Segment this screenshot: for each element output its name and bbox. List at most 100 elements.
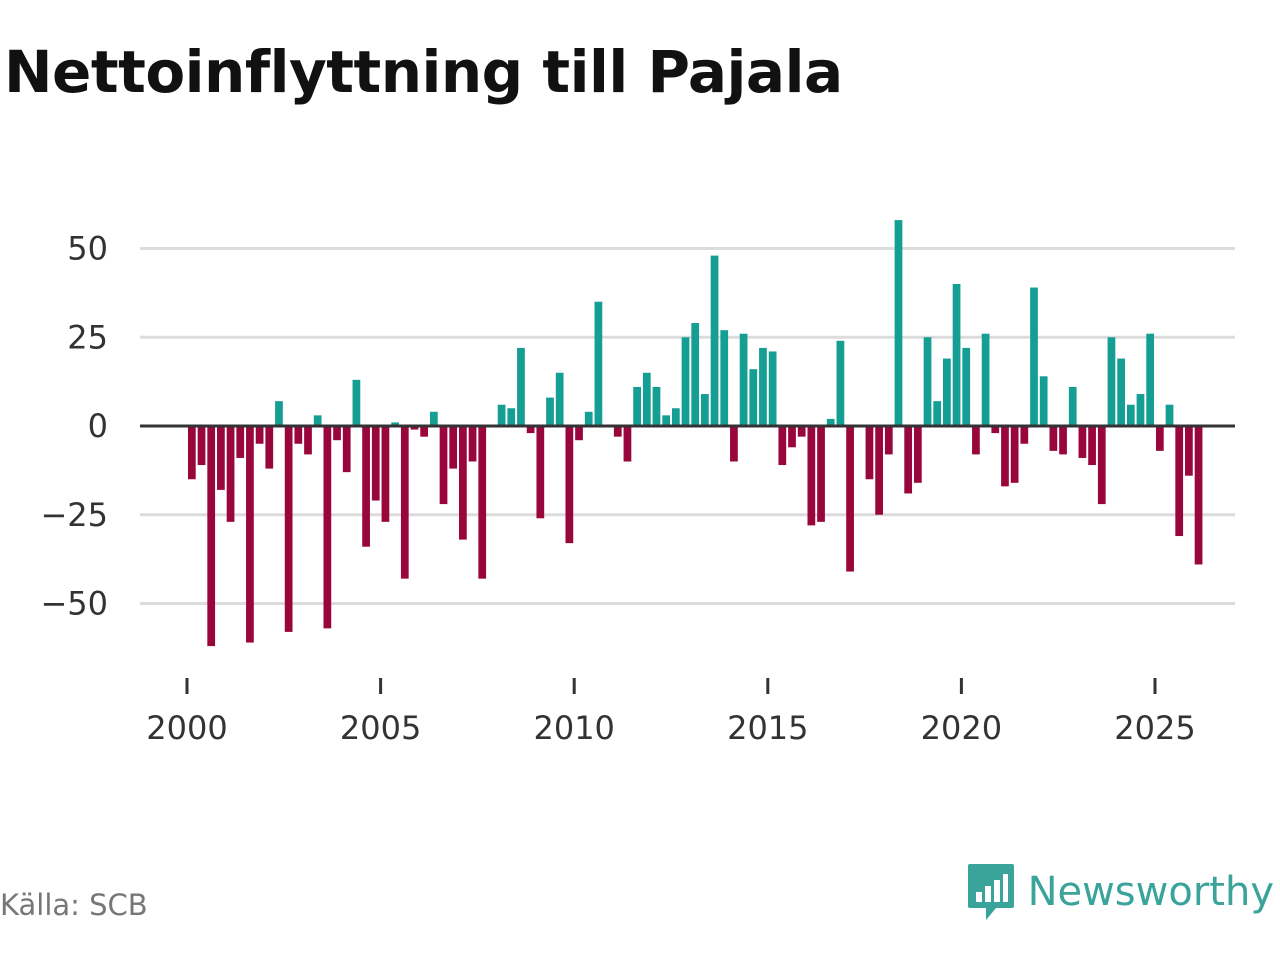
bar-negative bbox=[972, 426, 980, 455]
bar-negative bbox=[265, 426, 274, 469]
bar-positive bbox=[923, 337, 932, 426]
bar-positive bbox=[671, 408, 680, 426]
bar-negative bbox=[1155, 426, 1164, 451]
bar-positive bbox=[1165, 404, 1174, 426]
bar-positive bbox=[642, 372, 651, 426]
y-tick-label: −50 bbox=[40, 585, 108, 623]
bar-positive bbox=[952, 284, 961, 426]
bar-positive bbox=[1146, 333, 1155, 426]
bar-negative bbox=[323, 426, 332, 629]
bar-positive bbox=[1126, 404, 1135, 426]
bar-positive bbox=[313, 415, 322, 426]
bar-negative bbox=[410, 426, 419, 430]
bar-positive bbox=[701, 394, 709, 426]
bar-negative bbox=[197, 426, 206, 466]
bar-positive bbox=[594, 301, 603, 426]
bar-negative bbox=[623, 426, 632, 462]
bar-negative bbox=[1001, 426, 1009, 487]
bar-positive bbox=[497, 404, 506, 426]
bar-negative bbox=[575, 426, 583, 441]
bar-positive bbox=[1136, 394, 1145, 426]
bar-negative bbox=[468, 426, 477, 462]
bar-negative bbox=[1185, 426, 1193, 476]
bar-positive bbox=[933, 401, 942, 426]
y-tick-label: 0 bbox=[88, 407, 108, 445]
bar-positive bbox=[1068, 386, 1077, 426]
bar-negative bbox=[730, 426, 738, 462]
bar-positive bbox=[1117, 358, 1125, 426]
bar-negative bbox=[304, 426, 312, 455]
bar-negative bbox=[187, 426, 196, 480]
bar-negative bbox=[884, 426, 893, 455]
bar-positive bbox=[584, 411, 593, 426]
bar-positive bbox=[836, 340, 845, 426]
newsworthy-logo-icon bbox=[967, 864, 1014, 920]
bar-positive bbox=[546, 397, 554, 426]
bar-negative bbox=[991, 426, 1000, 434]
bar-negative bbox=[788, 426, 796, 448]
y-tick-label: 50 bbox=[67, 230, 108, 268]
bar-negative bbox=[420, 426, 429, 437]
bar-negative bbox=[381, 426, 390, 522]
bar-positive bbox=[759, 347, 767, 426]
bar-positive bbox=[826, 418, 835, 426]
bar-negative bbox=[371, 426, 380, 501]
bar-negative bbox=[226, 426, 235, 522]
bar-positive bbox=[507, 408, 516, 426]
bar-negative bbox=[1010, 426, 1019, 483]
bar-positive bbox=[691, 323, 700, 426]
bar-negative bbox=[565, 426, 574, 544]
bar-negative bbox=[817, 426, 825, 522]
bar-positive bbox=[962, 347, 971, 426]
bar-negative bbox=[478, 426, 487, 579]
bar-negative bbox=[207, 426, 216, 647]
bar-positive bbox=[633, 386, 641, 426]
bar-negative bbox=[904, 426, 913, 494]
source-note: Källa: SCB bbox=[0, 888, 148, 922]
bar-negative bbox=[613, 426, 622, 437]
bar-positive bbox=[710, 255, 719, 426]
bar-negative bbox=[439, 426, 448, 505]
y-tick-label: 25 bbox=[67, 318, 108, 356]
bar-positive bbox=[749, 369, 758, 426]
x-tick-label: 2020 bbox=[921, 709, 1002, 747]
bar-negative bbox=[807, 426, 816, 526]
bar-negative bbox=[284, 426, 293, 632]
bar-positive bbox=[943, 358, 951, 426]
bar-positive bbox=[391, 422, 399, 426]
bar-positive bbox=[981, 333, 990, 426]
bar-positive bbox=[352, 379, 361, 426]
bar-positive bbox=[1039, 376, 1048, 426]
bar-positive bbox=[517, 347, 525, 426]
bar-negative bbox=[526, 426, 535, 434]
bar-positive bbox=[768, 351, 777, 426]
bar-negative bbox=[1088, 426, 1096, 466]
bar-positive bbox=[681, 337, 690, 426]
bar-positive bbox=[662, 415, 671, 426]
bar-negative bbox=[1194, 426, 1203, 565]
brand-logo: Newsworthy bbox=[966, 862, 1274, 922]
bar-negative bbox=[797, 426, 806, 437]
brand-name: Newsworthy bbox=[1027, 869, 1274, 915]
bar-positive bbox=[429, 411, 438, 426]
bar-negative bbox=[449, 426, 458, 469]
x-tick-label: 2025 bbox=[1114, 709, 1195, 747]
bar-negative bbox=[333, 426, 341, 441]
bar-negative bbox=[342, 426, 351, 473]
x-tick-label: 2010 bbox=[533, 709, 614, 747]
bar-negative bbox=[246, 426, 254, 643]
y-tick-label: −25 bbox=[40, 496, 108, 534]
bar-negative bbox=[846, 426, 854, 572]
bar-negative bbox=[362, 426, 370, 547]
bar-positive bbox=[720, 330, 729, 426]
x-tick-label: 2000 bbox=[146, 709, 227, 747]
bar-negative bbox=[459, 426, 467, 540]
bars bbox=[187, 220, 1203, 647]
bar-negative bbox=[255, 426, 264, 444]
bar-negative bbox=[778, 426, 787, 466]
bar-negative bbox=[1078, 426, 1087, 458]
bar-positive bbox=[555, 372, 564, 426]
bar-positive bbox=[275, 401, 283, 426]
bar-negative bbox=[1175, 426, 1184, 537]
